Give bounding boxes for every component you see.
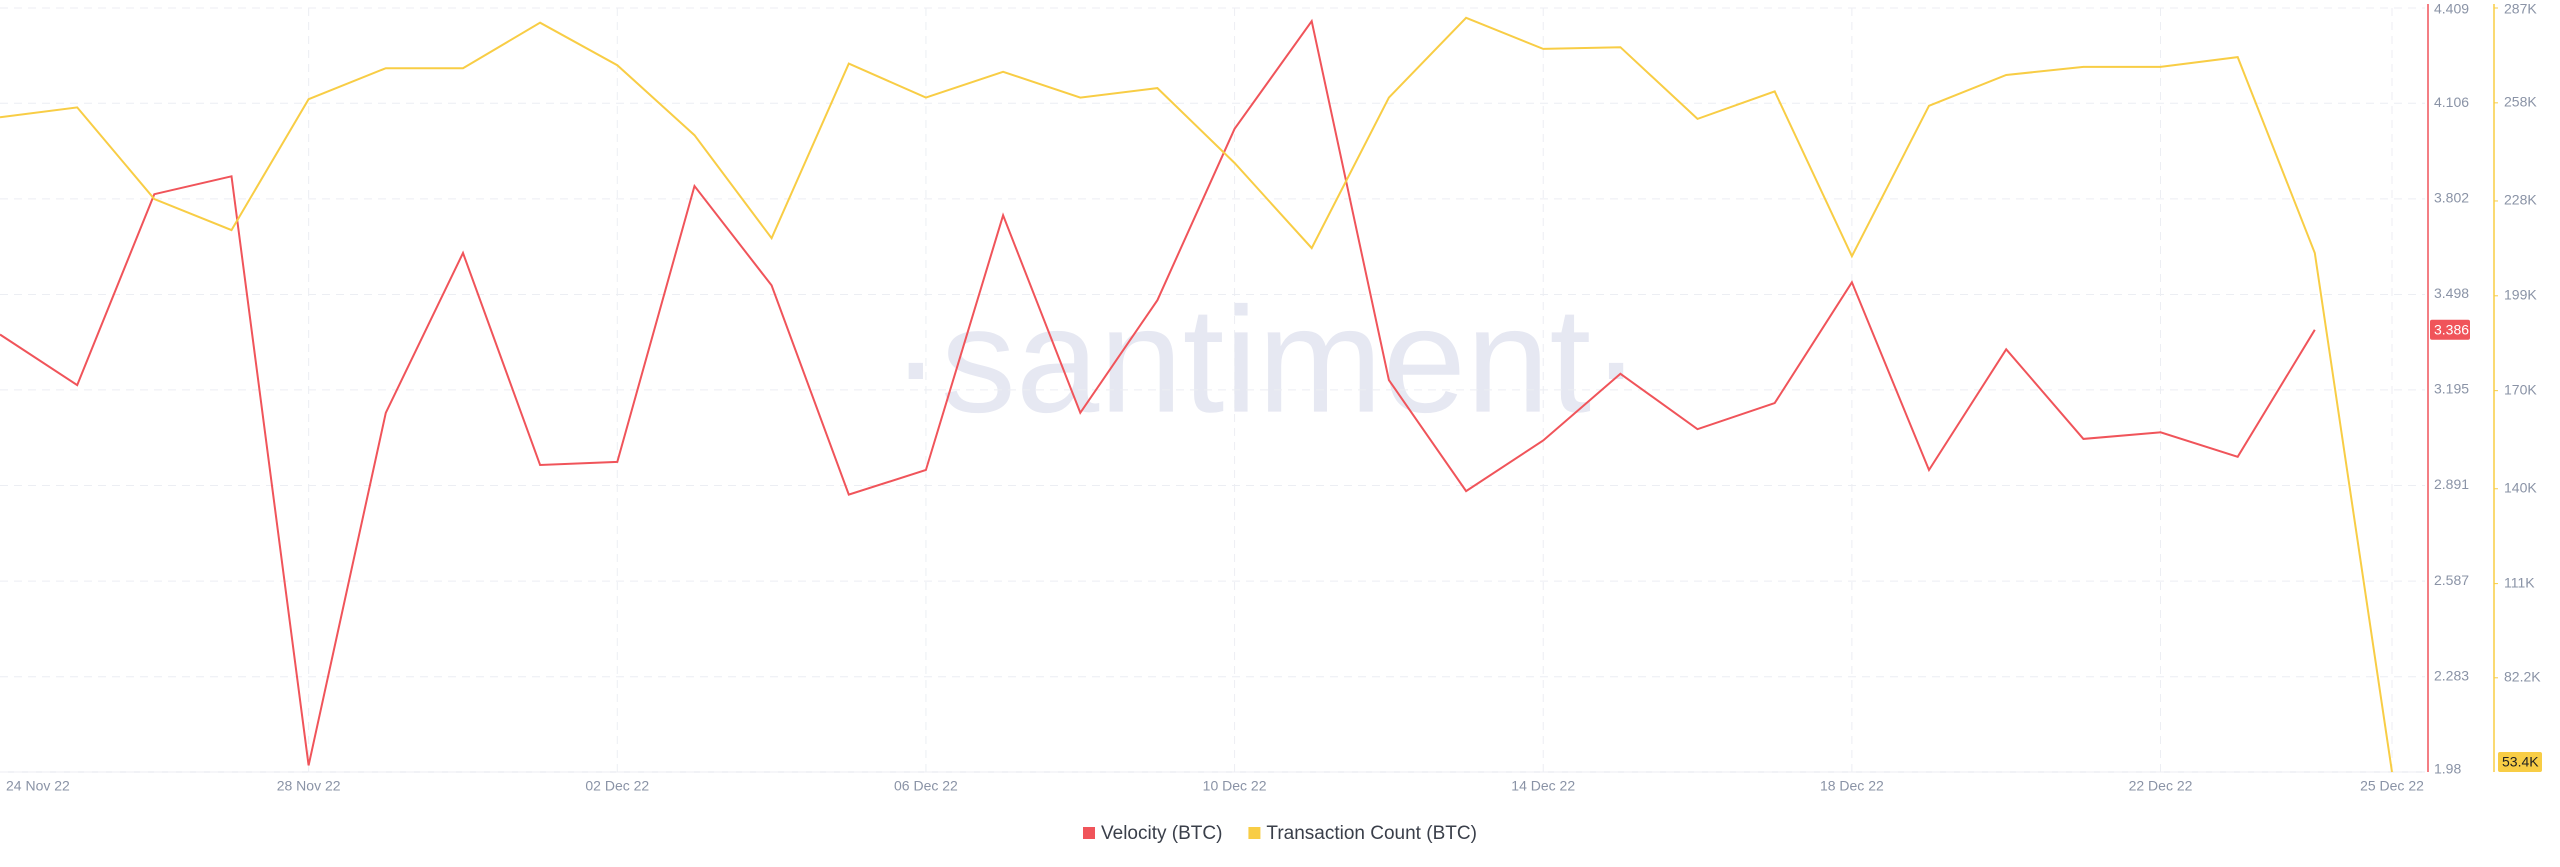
y2-tick-label: 111K [2504,574,2535,590]
x-tick-label: 02 Dec 22 [585,778,649,794]
y2-tick-label: 82.2K [2504,669,2541,685]
y-tick-label: 2.587 [2434,572,2469,588]
y-tick-label: 2.891 [2434,476,2469,492]
legend-label: Transaction Count (BTC) [1266,823,1476,844]
x-tick-label: 14 Dec 22 [1511,778,1575,794]
x-tick-label: 18 Dec 22 [1820,778,1884,794]
y-tick-label: 1.98 [2434,761,2461,777]
x-tick-label: 25 Dec 22 [2360,778,2424,794]
watermark: ·santiment· [891,276,1641,444]
x-tick-label: 28 Nov 22 [277,778,341,794]
y-tick-label: 3.195 [2434,381,2469,397]
y2-tick-label: 228K [2504,192,2537,208]
x-tick-label: 24 Nov 22 [6,778,70,794]
value-badge-label: 3.386 [2434,321,2469,337]
value-badge [2498,752,2542,772]
y2-tick-label: 170K [2504,381,2537,397]
legend-swatch [1248,827,1261,839]
x-tick-label: 06 Dec 22 [894,778,958,794]
x-tick-label: 10 Dec 22 [1203,778,1267,794]
x-tick-label: 22 Dec 22 [2129,778,2193,794]
y2-tick-label: 140K [2504,479,2537,495]
legend-label: Velocity (BTC) [1101,823,1222,844]
y-tick-label: 4.409 [2434,1,2469,17]
value-badge [2430,319,2470,340]
series-line [0,18,2316,766]
value-badge-label: 53.4K [2502,754,2539,770]
y2-tick-label: 287K [2504,1,2537,17]
y-tick-label: 3.498 [2434,285,2469,301]
legend-swatch [1083,827,1095,839]
y2-tick-label: 199K [2504,287,2537,303]
series-line [0,16,2393,773]
y-tick-label: 4.106 [2434,94,2469,110]
y-tick-label: 2.283 [2434,667,2469,683]
y-tick-label: 3.802 [2434,190,2469,206]
y2-tick-label: 258K [2504,94,2537,110]
